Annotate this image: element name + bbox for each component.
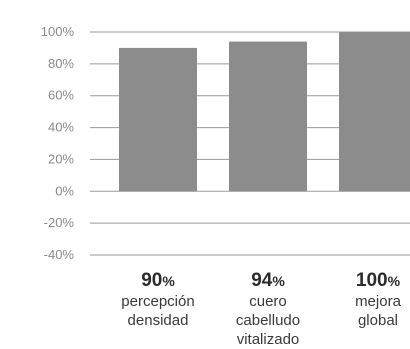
category-label-block: 94% cuero cabelludo vitalizado xyxy=(208,270,328,349)
y-tick-label: 100% xyxy=(41,24,75,39)
bar xyxy=(229,41,307,192)
y-tick-label: 40% xyxy=(48,120,74,135)
y-tick-label: -20% xyxy=(44,215,75,230)
category-label-line: percepción xyxy=(121,293,195,310)
y-axis-ticks: 100% 80% 60% 40% 20% 0% -20% -40% xyxy=(41,24,75,262)
bars xyxy=(119,32,410,192)
category-label-line: mejora xyxy=(355,293,401,310)
data-value-label: 90% xyxy=(141,270,175,291)
category-label-block: 90% percepción densidad xyxy=(98,270,218,349)
category-label-block: 100% mejora global xyxy=(318,270,410,349)
category-label-line: global xyxy=(357,312,399,329)
category-label-line: cabelludo xyxy=(235,312,301,329)
y-tick-label: 0% xyxy=(55,183,74,198)
category-label-line: densidad xyxy=(127,312,189,329)
bar-chart: 100% 80% 60% 40% 20% 0% -20% -40% xyxy=(41,24,410,262)
y-tick-label: 80% xyxy=(48,56,74,71)
data-value-label: 94% xyxy=(251,270,285,291)
bar xyxy=(339,32,410,192)
y-tick-label: -40% xyxy=(44,247,75,262)
category-label-line: cuero xyxy=(249,293,287,310)
bar xyxy=(119,47,197,192)
y-tick-label: 20% xyxy=(48,151,74,166)
y-tick-label: 60% xyxy=(48,88,74,103)
data-value-label: 100% xyxy=(355,270,401,291)
